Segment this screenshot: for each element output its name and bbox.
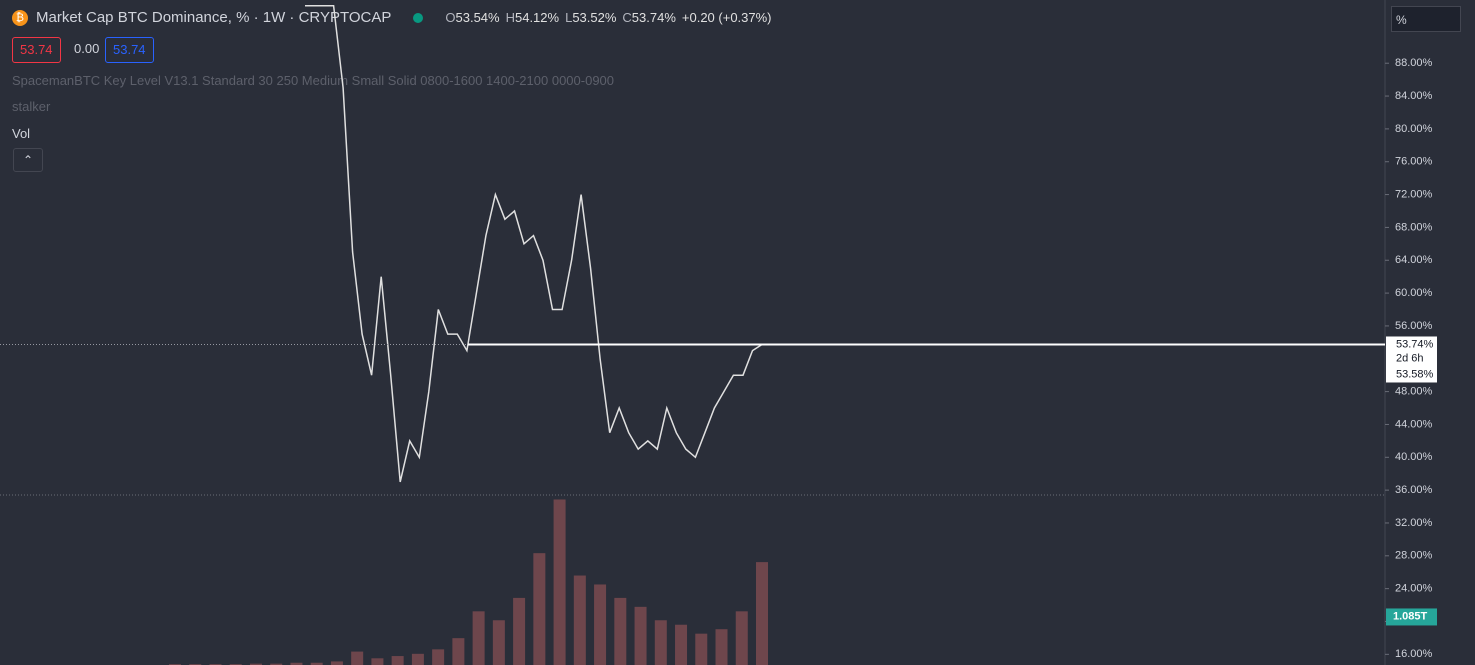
volume-bar bbox=[553, 499, 566, 665]
volume-bar bbox=[513, 597, 526, 665]
ohlc-text: 53.74% bbox=[631, 10, 676, 25]
ohlc-text: 53.54% bbox=[455, 10, 500, 25]
y-tick-label: 20.00% bbox=[1395, 615, 1433, 627]
volume-bar bbox=[756, 562, 768, 665]
volume-bar bbox=[634, 606, 647, 665]
volume-bar bbox=[432, 649, 445, 665]
volume-bar bbox=[675, 624, 688, 665]
volume-bar bbox=[411, 653, 424, 665]
countdown: 2d 6h bbox=[1396, 352, 1424, 364]
volume-label-box bbox=[1386, 608, 1437, 626]
y-tick-label: 76.00% bbox=[1395, 156, 1433, 168]
indicator[interactable]: Vol bbox=[12, 126, 31, 141]
ohlc-text: 54.12% bbox=[514, 10, 560, 25]
volume-bar bbox=[391, 656, 404, 665]
volume-bar bbox=[452, 638, 465, 665]
volume-bar bbox=[715, 629, 728, 665]
status-dot bbox=[413, 12, 424, 23]
y-tick-label: 32.00% bbox=[1395, 517, 1433, 529]
volume-label: 1.085T bbox=[1393, 610, 1428, 622]
y-tick-label: 36.00% bbox=[1395, 484, 1433, 496]
volume-bar bbox=[533, 553, 546, 665]
y-tick-label: 28.00% bbox=[1395, 550, 1433, 562]
volume-bar bbox=[614, 597, 627, 665]
ohlc-item: C53.74% bbox=[622, 10, 675, 25]
volume-bar bbox=[351, 651, 364, 665]
volume-bar bbox=[594, 584, 607, 665]
sell-button[interactable]: 53.74 bbox=[12, 37, 61, 63]
y-tick-label: 64.00% bbox=[1395, 254, 1433, 266]
y-tick-label: 56.00% bbox=[1395, 320, 1433, 332]
ohlc-item: L53.52% bbox=[565, 10, 616, 25]
y-tick-label: 88.00% bbox=[1395, 57, 1433, 69]
ohlc-text: 53.52% bbox=[572, 10, 617, 25]
y-tick-label: 84.00% bbox=[1395, 90, 1433, 102]
y-tick-label: 72.00% bbox=[1395, 188, 1433, 200]
volume-bar bbox=[654, 620, 667, 665]
y-tick-label: 44.00% bbox=[1395, 418, 1433, 430]
scale-unit[interactable]: % bbox=[1391, 6, 1461, 32]
volume-bar bbox=[472, 611, 485, 665]
y-tick-label: 40.00% bbox=[1395, 451, 1433, 463]
volume-bar bbox=[573, 575, 586, 665]
volume-bar bbox=[695, 633, 708, 665]
ohlc-item: O53.54% bbox=[445, 10, 499, 25]
ohlc-text: +0.20 (+0.37%) bbox=[681, 10, 772, 25]
volume-bar bbox=[371, 658, 384, 665]
symbol-title[interactable]: Market Cap BTC Dominance, % · 1W · CRYPT… bbox=[36, 9, 392, 26]
price-label-box bbox=[1386, 336, 1437, 383]
y-tick-label: 24.00% bbox=[1395, 583, 1433, 595]
header: ₿ Market Cap BTC Dominance, % · 1W · CRY… bbox=[12, 9, 772, 26]
y-tick-label: 16.00% bbox=[1395, 648, 1433, 660]
indicator[interactable]: stalker bbox=[12, 99, 51, 114]
volume-bar bbox=[735, 611, 748, 665]
buy-button[interactable]: 53.74 bbox=[105, 37, 154, 63]
ohlc: O53.54% H54.12% L53.52% C53.74% +0.20 (+0.37… bbox=[445, 10, 771, 25]
ohlc-item: H54.12% bbox=[506, 10, 559, 25]
ohlc-text: O bbox=[445, 10, 456, 25]
y-tick-label: 68.00% bbox=[1395, 221, 1433, 233]
coin-icon: ₿ bbox=[12, 9, 28, 26]
y-tick-label: 60.00% bbox=[1395, 287, 1433, 299]
volume-bar bbox=[330, 661, 343, 665]
y-tick-label: 80.00% bbox=[1395, 123, 1433, 135]
ohlc-text: H bbox=[505, 10, 515, 25]
volume-bar bbox=[492, 620, 505, 665]
prev-price-label: 53.58% bbox=[1396, 368, 1434, 380]
spread: 0.00 bbox=[74, 41, 100, 56]
collapse-button[interactable]: ⌃ bbox=[13, 148, 43, 172]
last-price-label: 53.74% bbox=[1396, 338, 1434, 350]
indicator[interactable]: SpacemanBTC Key Level V13.1 Standard 30 … bbox=[12, 73, 615, 88]
y-tick-label: 48.00% bbox=[1395, 386, 1433, 398]
ohlc-text: C bbox=[622, 10, 632, 25]
